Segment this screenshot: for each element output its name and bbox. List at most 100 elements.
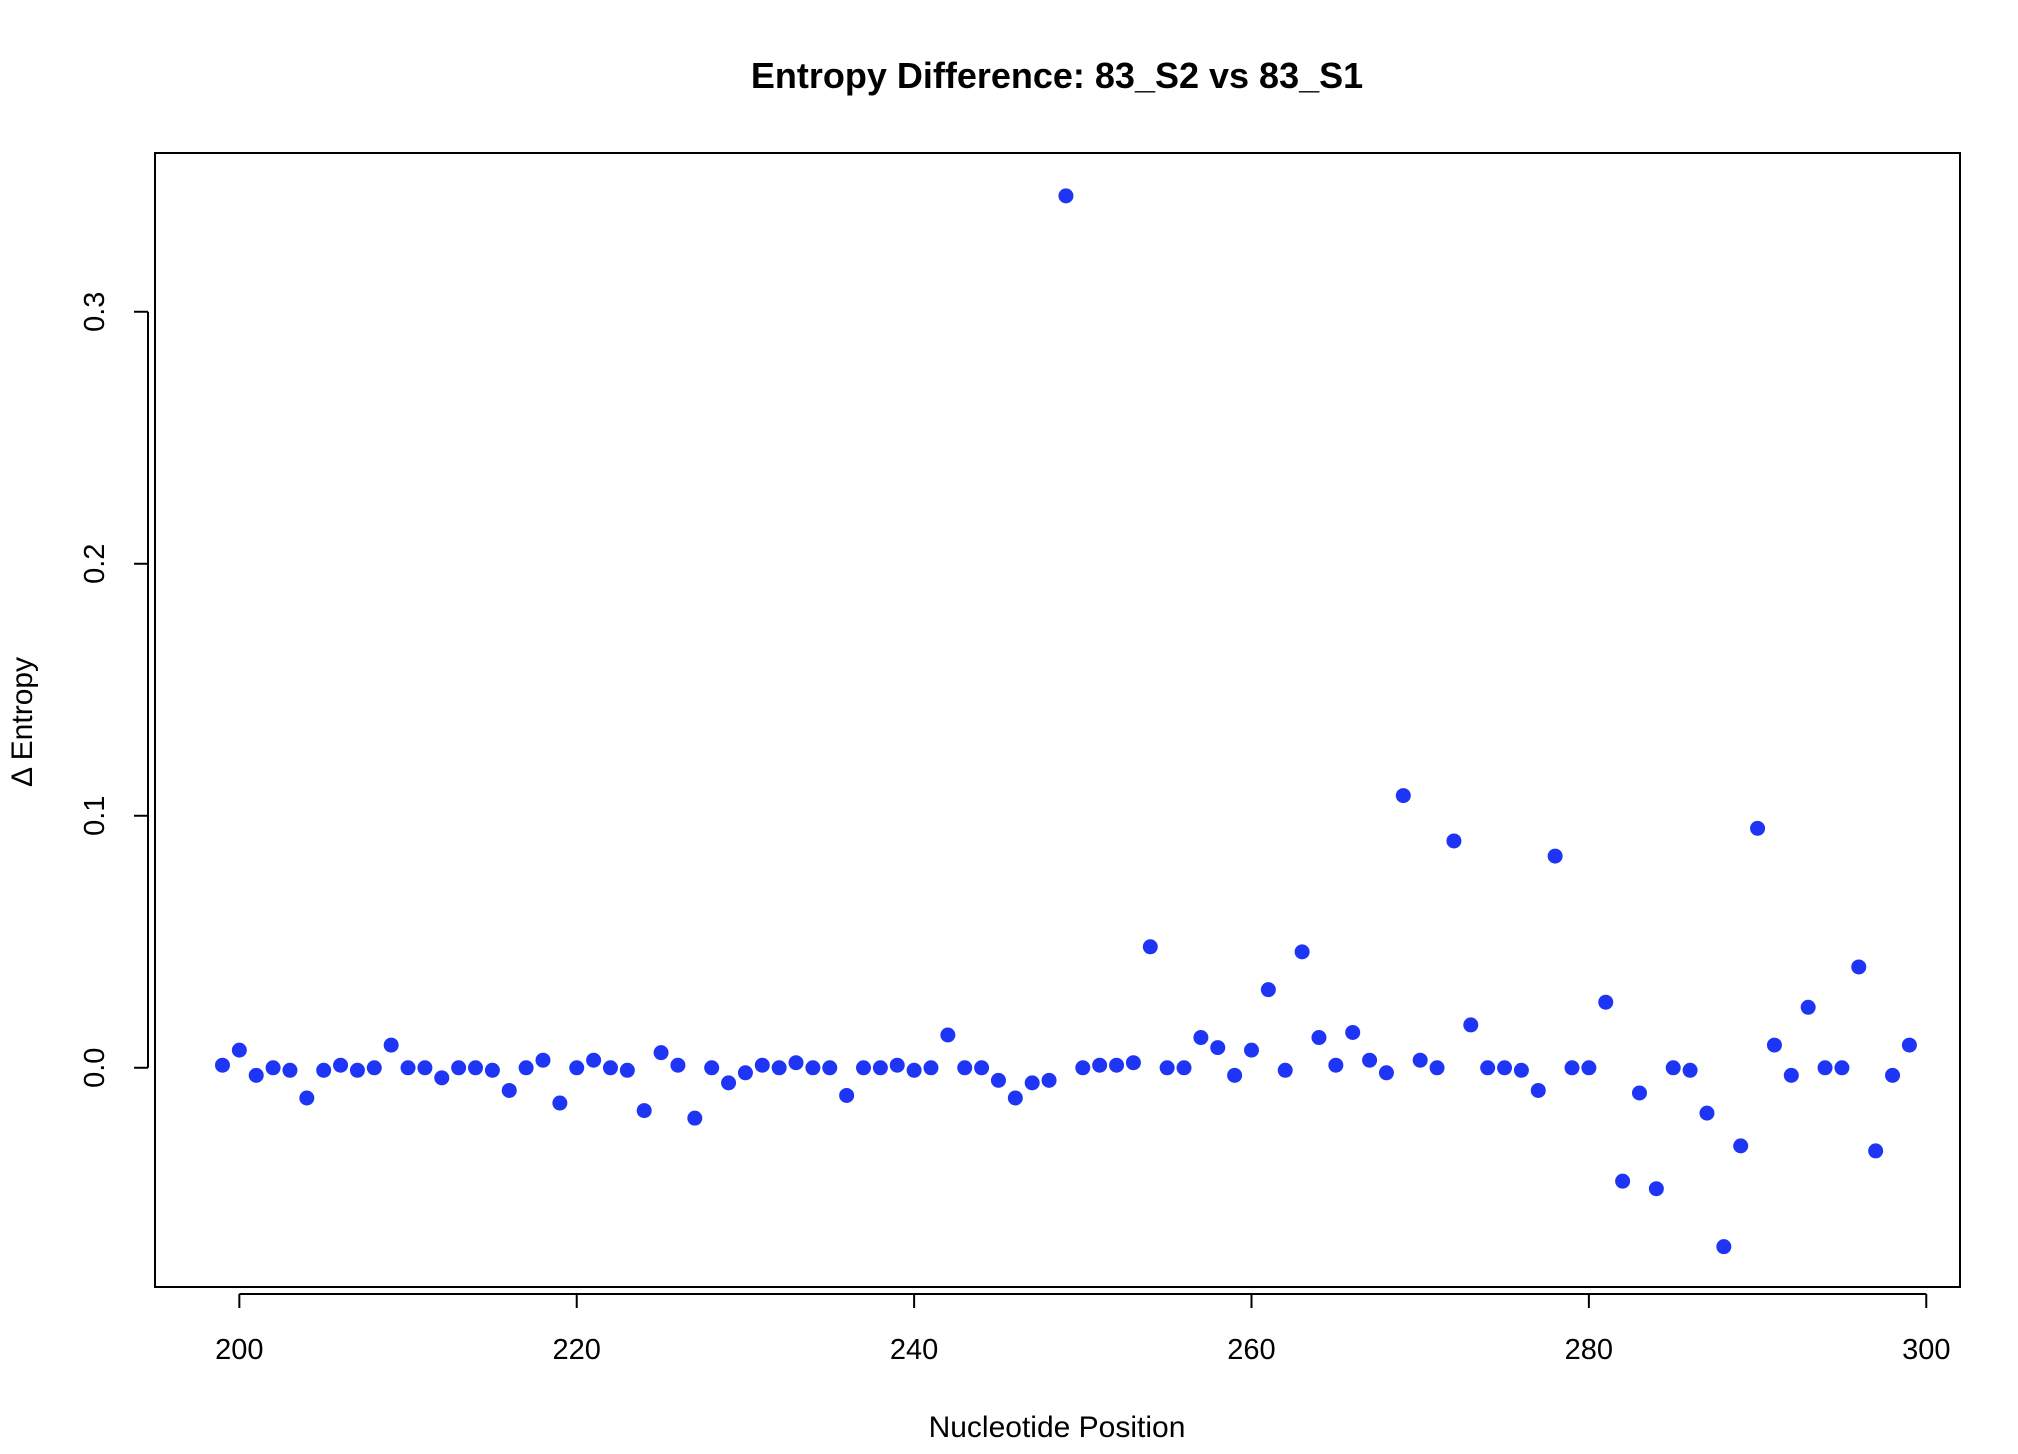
x-axis: 200 220 240 260 280 300 xyxy=(215,1293,1950,1366)
data-point xyxy=(839,1087,855,1103)
data-point xyxy=(1243,1042,1259,1058)
data-point xyxy=(1766,1037,1782,1053)
data-point xyxy=(771,1060,787,1076)
data-point xyxy=(366,1060,382,1076)
data-point xyxy=(1345,1024,1361,1040)
data-point xyxy=(1463,1017,1479,1033)
data-point xyxy=(1631,1085,1647,1101)
data-point xyxy=(889,1057,905,1073)
data-point xyxy=(1210,1040,1226,1056)
data-point xyxy=(974,1060,990,1076)
data-point xyxy=(737,1065,753,1081)
y-axis: 0.0 0.1 0.2 0.3 xyxy=(79,292,149,1088)
x-tick-label: 220 xyxy=(553,1334,601,1366)
data-point xyxy=(1497,1060,1513,1076)
x-tick-label: 280 xyxy=(1565,1334,1613,1366)
data-point xyxy=(1024,1075,1040,1091)
data-point xyxy=(1142,939,1158,955)
data-point xyxy=(569,1060,585,1076)
data-point xyxy=(1716,1239,1732,1255)
data-point xyxy=(1800,999,1816,1015)
data-point xyxy=(1817,1060,1833,1076)
data-point xyxy=(1598,994,1614,1010)
data-point xyxy=(872,1060,888,1076)
data-point xyxy=(1395,788,1411,804)
data-point xyxy=(721,1075,737,1091)
x-tick-label: 240 xyxy=(890,1334,938,1366)
data-point xyxy=(1193,1030,1209,1046)
data-point xyxy=(1159,1060,1175,1076)
data-point xyxy=(1530,1082,1546,1098)
data-point xyxy=(687,1110,703,1126)
data-point xyxy=(990,1072,1006,1088)
data-point xyxy=(1362,1052,1378,1068)
data-point xyxy=(822,1060,838,1076)
data-point xyxy=(1041,1072,1057,1088)
data-point xyxy=(788,1055,804,1071)
data-point xyxy=(383,1037,399,1053)
data-point xyxy=(1260,982,1276,998)
data-point xyxy=(282,1062,298,1078)
data-point xyxy=(400,1060,416,1076)
data-point xyxy=(468,1060,484,1076)
x-tick-label: 260 xyxy=(1227,1334,1275,1366)
data-point xyxy=(1176,1060,1192,1076)
x-tick-label: 200 xyxy=(215,1334,263,1366)
data-point xyxy=(653,1045,669,1061)
data-point xyxy=(940,1027,956,1043)
data-point xyxy=(1901,1037,1917,1053)
data-point xyxy=(1311,1030,1327,1046)
data-point xyxy=(1868,1143,1884,1159)
data-point xyxy=(670,1057,686,1073)
data-point xyxy=(1125,1055,1141,1071)
data-point xyxy=(518,1060,534,1076)
data-point xyxy=(586,1052,602,1068)
data-point xyxy=(1615,1173,1631,1189)
x-axis-label: Nucleotide Position xyxy=(929,1411,1186,1444)
data-point xyxy=(1092,1057,1108,1073)
y-tick-label: 0.2 xyxy=(79,544,111,584)
data-point xyxy=(1328,1057,1344,1073)
data-point xyxy=(1783,1067,1799,1083)
data-point xyxy=(1429,1060,1445,1076)
data-point xyxy=(1834,1060,1850,1076)
data-point xyxy=(1564,1060,1580,1076)
data-point xyxy=(1446,833,1462,849)
data-point xyxy=(602,1060,618,1076)
data-point xyxy=(1277,1062,1293,1078)
y-tick-label: 0.3 xyxy=(79,292,111,332)
y-tick-label: 0.0 xyxy=(79,1048,111,1088)
data-point xyxy=(1581,1060,1597,1076)
data-point xyxy=(434,1070,450,1086)
data-point xyxy=(1075,1060,1091,1076)
data-point xyxy=(1480,1060,1496,1076)
data-point xyxy=(1007,1090,1023,1106)
data-points xyxy=(214,188,1917,1255)
data-point xyxy=(484,1062,500,1078)
data-point xyxy=(1699,1105,1715,1121)
data-point xyxy=(754,1057,770,1073)
data-point xyxy=(1412,1052,1428,1068)
x-tick-label: 300 xyxy=(1902,1334,1950,1366)
y-axis-label: Δ Entropy xyxy=(6,657,39,787)
data-point xyxy=(535,1052,551,1068)
data-point xyxy=(265,1060,281,1076)
data-point xyxy=(957,1060,973,1076)
data-point xyxy=(316,1062,332,1078)
data-point xyxy=(299,1090,315,1106)
data-point xyxy=(1227,1067,1243,1083)
data-point xyxy=(451,1060,467,1076)
data-point xyxy=(805,1060,821,1076)
data-point xyxy=(248,1067,264,1083)
y-tick-label: 0.1 xyxy=(79,796,111,836)
data-point xyxy=(1547,848,1563,864)
data-point xyxy=(1378,1065,1394,1081)
plot-frame xyxy=(154,152,1961,1288)
data-point xyxy=(349,1062,365,1078)
data-point xyxy=(1665,1060,1681,1076)
chart-title: Entropy Difference: 83_S2 vs 83_S1 xyxy=(751,55,1363,96)
data-point xyxy=(1682,1062,1698,1078)
data-point xyxy=(552,1095,568,1111)
data-point xyxy=(417,1060,433,1076)
